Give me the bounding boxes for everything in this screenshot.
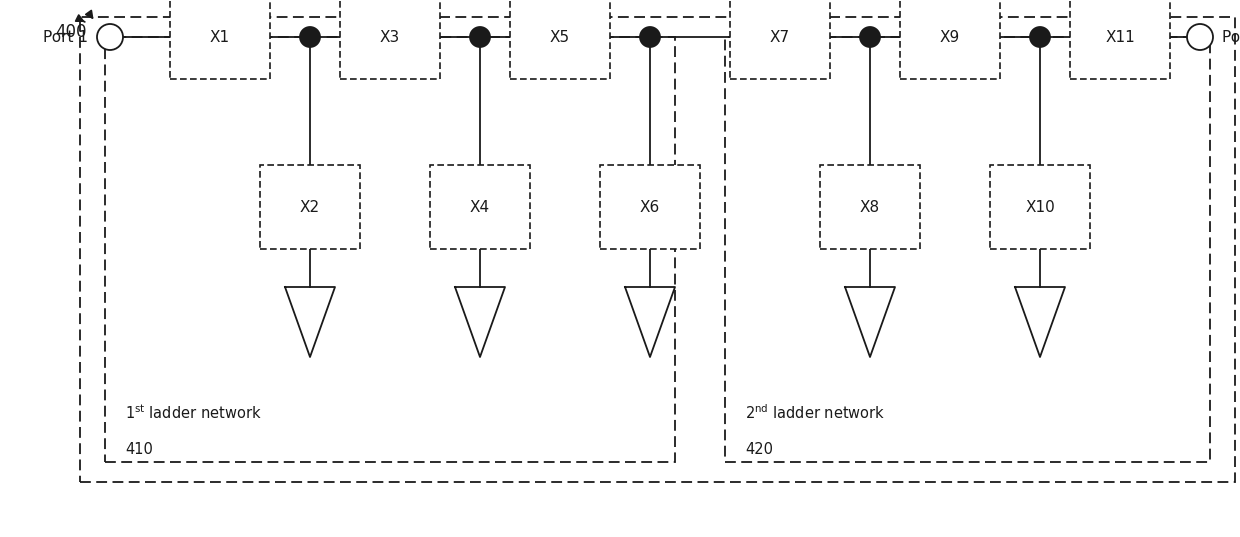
Text: X4: X4 (470, 200, 490, 214)
Circle shape (300, 27, 320, 47)
Circle shape (97, 24, 123, 50)
Text: X6: X6 (640, 200, 660, 214)
Text: Port 2: Port 2 (1221, 30, 1240, 45)
Bar (510, 0, 610, 79)
Bar (730, 0, 830, 79)
Text: X3: X3 (379, 30, 401, 45)
Bar (170, 0, 270, 79)
Bar (340, 0, 440, 79)
Bar (820, 165, 920, 249)
Text: X10: X10 (1025, 200, 1055, 214)
Text: 1$^{\mathrm{st}}$ ladder network: 1$^{\mathrm{st}}$ ladder network (125, 403, 262, 422)
Text: 2$^{\mathrm{nd}}$ ladder network: 2$^{\mathrm{nd}}$ ladder network (745, 403, 885, 422)
Circle shape (861, 27, 880, 47)
Text: Port 1: Port 1 (43, 30, 88, 45)
Circle shape (1030, 27, 1050, 47)
Bar (725, 37, 1210, 462)
Bar (900, 0, 999, 79)
Circle shape (640, 27, 660, 47)
Text: X1: X1 (210, 30, 231, 45)
Bar (81, 17, 1235, 482)
Text: X8: X8 (859, 200, 880, 214)
Text: X5: X5 (549, 30, 570, 45)
Bar (600, 165, 701, 249)
Text: X9: X9 (940, 30, 960, 45)
Bar (260, 165, 360, 249)
Bar (990, 165, 1090, 249)
Circle shape (470, 27, 490, 47)
Bar (430, 165, 529, 249)
Bar (105, 37, 675, 462)
Circle shape (1187, 24, 1213, 50)
Text: X11: X11 (1105, 30, 1135, 45)
Text: 400: 400 (55, 23, 87, 41)
Text: 420: 420 (745, 442, 773, 457)
Text: 410: 410 (125, 442, 153, 457)
Bar (1070, 0, 1171, 79)
Text: X2: X2 (300, 200, 320, 214)
Text: X7: X7 (770, 30, 790, 45)
